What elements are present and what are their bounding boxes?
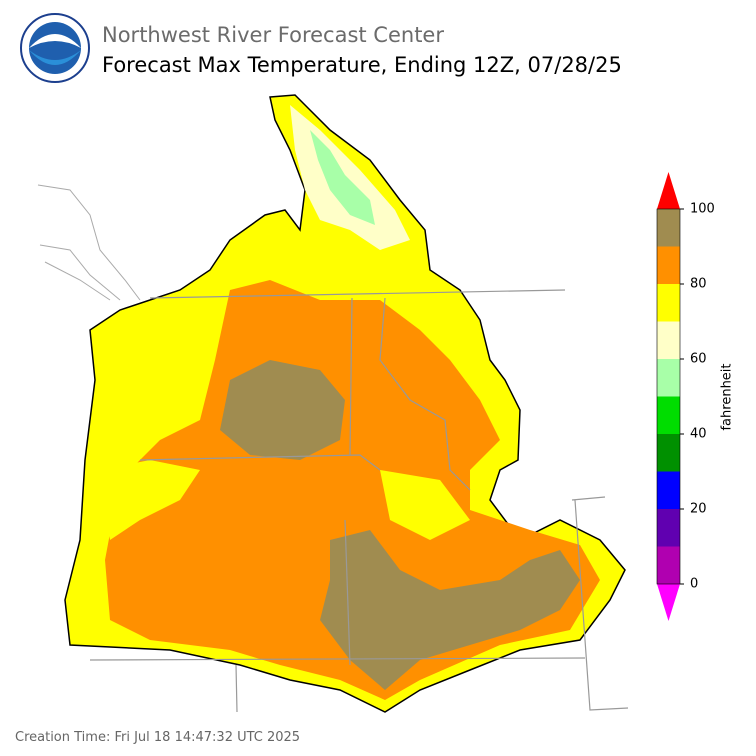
border-line	[344, 519, 351, 666]
colorbar-segment	[657, 471, 680, 509]
colorbar-segment	[657, 284, 680, 322]
map	[37, 94, 629, 713]
border-line	[235, 496, 629, 713]
colorbar-frame	[656, 208, 681, 585]
border-line	[379, 297, 471, 491]
coastline-outside	[37, 184, 141, 301]
colorbar-tick-label: 80	[690, 277, 707, 292]
border-line	[149, 289, 566, 299]
colorbar-segment	[657, 246, 680, 284]
region-olive-basin	[220, 360, 345, 460]
colorbar-segment	[657, 321, 680, 359]
noaa-logo	[20, 13, 90, 83]
colorbar-segment	[657, 209, 680, 247]
colorbar-segment	[657, 546, 680, 584]
region-green	[310, 130, 375, 225]
colorbar-tick-label: 60	[690, 352, 707, 367]
colorbar-segment	[657, 434, 680, 472]
border-line	[349, 297, 353, 456]
colorbar-segment	[657, 359, 680, 397]
border-line	[139, 454, 381, 471]
region-olive-plain	[320, 530, 580, 690]
colorbar-label: fahrenheit	[720, 363, 735, 430]
colorbar-segment	[657, 509, 680, 547]
borders	[89, 289, 629, 713]
region-yellow-inner	[100, 460, 470, 540]
creation-time: Creation Time: Fri Jul 18 14:47:32 UTC 2…	[15, 730, 300, 745]
colorbar-segment	[657, 396, 680, 434]
colorbar-under	[657, 584, 680, 621]
colorbar-over	[657, 172, 680, 209]
subtitle: Forecast Max Temperature, Ending 12Z, 07…	[102, 53, 622, 77]
border-line	[89, 657, 586, 661]
colorbar: 0 20 40 60 80 100	[656, 172, 715, 621]
colorbar-tick-label: 20	[690, 502, 707, 517]
colorbar-tick-label: 0	[690, 577, 698, 592]
colorbar-tick-label: 40	[690, 427, 707, 442]
title: Northwest River Forecast Center	[102, 23, 444, 47]
colorbar-tick-label: 100	[690, 202, 715, 217]
